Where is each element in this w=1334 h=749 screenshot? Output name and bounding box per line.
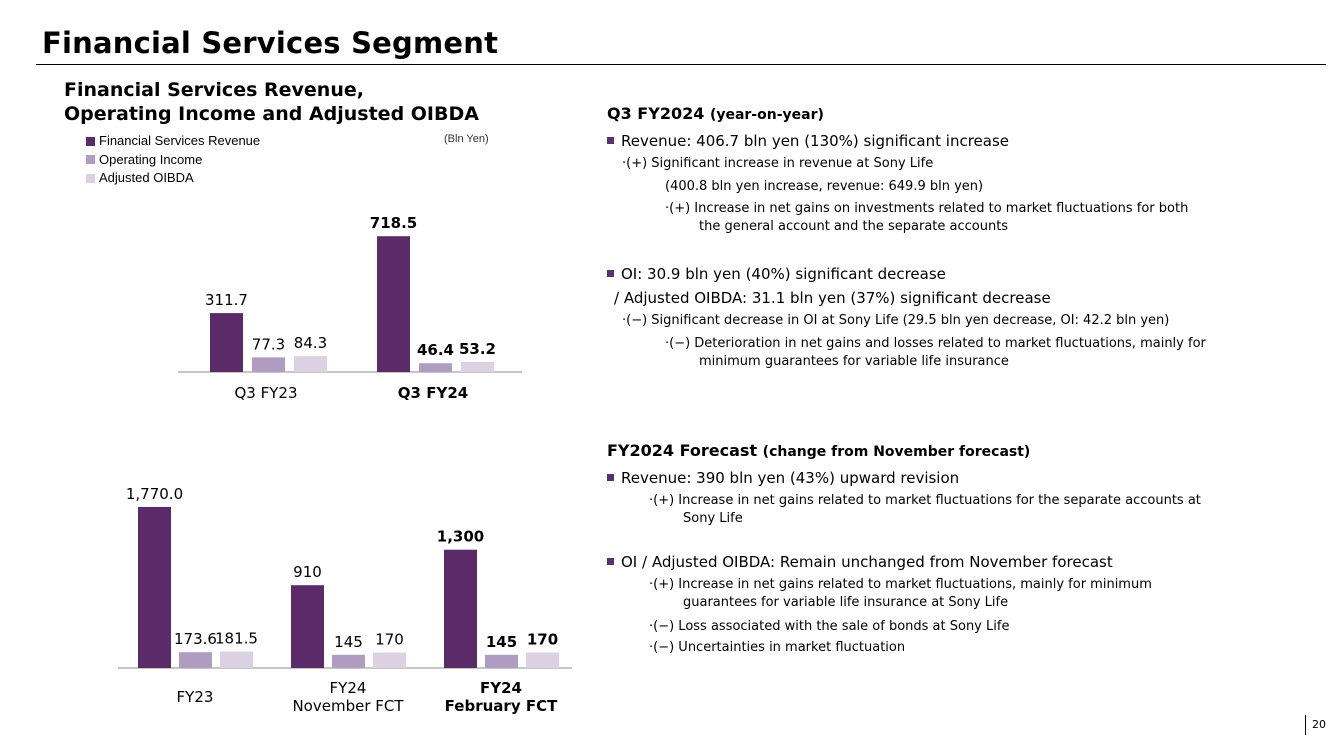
fy-oi-sub-1b: guarantees for variable life insurance a…: [683, 595, 1009, 610]
fy-revenue-text: Revenue: 390 bln yen (43%) upward revisi…: [621, 469, 960, 487]
title-divider: [36, 64, 1326, 65]
legend-item-oibda: Adjusted OIBDA: [86, 169, 260, 188]
legend-swatch-oibda: [86, 173, 95, 183]
data-label-oibda-fy-1: 170: [375, 631, 404, 649]
fy-title-text: FY2024 Forecast: [607, 441, 758, 460]
bar-oi-fy-2: [485, 654, 518, 668]
data-label-revenue-q3-1: 718.5: [370, 214, 417, 232]
legend-swatch-oi: [86, 155, 95, 165]
category-label-fy-1-0: FY24: [330, 679, 367, 697]
data-label-revenue-fy-0: 1,770.0: [126, 485, 183, 503]
q3-revenue-sub-3a: ·(+) Increase in net gains on investment…: [665, 201, 1189, 216]
fy-revenue-sub-1b: Sony Life: [683, 511, 743, 526]
legend-swatch-revenue: [86, 136, 95, 146]
data-label-oibda-q3-1: 53.2: [459, 340, 496, 358]
data-label-oi-fy-1: 145: [334, 633, 363, 651]
bullet-icon: [607, 270, 614, 277]
data-label-oi-q3-0: 77.3: [252, 335, 285, 353]
q3-oi-sub-2a: ·(−) Deterioration in net gains and loss…: [665, 336, 1206, 351]
bar-oibda-q3-0: [294, 356, 327, 372]
q3-oi-line: OI: 30.9 bln yen (40%) significant decre…: [607, 265, 946, 283]
legend-label-oibda: Adjusted OIBDA: [99, 170, 194, 185]
q3-revenue-sub-1: ·(+) Significant increase in revenue at …: [622, 156, 934, 171]
q3-oibda-line: / Adjusted OIBDA: 31.1 bln yen (37%) sig…: [614, 289, 1051, 307]
bar-oibda-fy-0: [220, 651, 253, 668]
bullet-icon: [607, 558, 614, 565]
bullet-icon: [607, 137, 614, 144]
bar-oibda-fy-2: [526, 652, 559, 668]
data-label-oibda-fy-0: 181.5: [215, 629, 258, 647]
q3-bar-chart: 311.7 77.3 84.3 Q3 FY23 718.5 46.4 53.2 Q3 FY24: [178, 214, 522, 402]
fy-revenue-line: Revenue: 390 bln yen (43%) upward revisi…: [607, 469, 959, 487]
bar-oi-q3-1: [419, 363, 452, 372]
fy-title-paren: (change from November forecast): [762, 444, 1031, 460]
q3-revenue-text: Revenue: 406.7 bln yen (130%) significan…: [621, 132, 1010, 150]
fy-oi-sub-3: ·(−) Uncertainties in market fluctuation: [649, 640, 906, 655]
data-label-oibda-fy-2: 170: [527, 631, 558, 649]
fy-oi-sub-1a: ·(+) Increase in net gains related to ma…: [649, 577, 1152, 592]
page-number: 20: [1305, 715, 1326, 735]
q3-oi-sub-2b: minimum guarantees for variable life ins…: [699, 354, 1009, 369]
q3-revenue-sub-3b: the general account and the separate acc…: [699, 219, 1009, 234]
q3-oi-sub-1: ·(−) Significant decrease in OI at Sony …: [622, 313, 1170, 328]
data-label-oibda-q3-0: 84.3: [294, 334, 327, 352]
chart-heading-line-1: Financial Services Revenue,: [64, 79, 364, 101]
bar-revenue-fy-0: [138, 506, 171, 668]
fy-oi-text: OI / Adjusted OIBDA: Remain unchanged fr…: [621, 553, 1113, 571]
category-label-fy-1-1: November FCT: [292, 697, 404, 715]
bar-revenue-q3-1: [377, 236, 410, 372]
category-label-fy-2-1: February FCT: [445, 697, 558, 715]
bar-oibda-fy-1: [373, 652, 406, 668]
slide-title: Financial Services Segment: [42, 26, 499, 60]
fy-oi-line: OI / Adjusted OIBDA: Remain unchanged fr…: [607, 553, 1113, 571]
data-label-oi-fy-2: 145: [486, 633, 517, 651]
data-label-revenue-fy-2: 1,300: [437, 528, 484, 546]
bar-oibda-q3-1: [461, 361, 494, 372]
q3-title-text: Q3 FY2024: [607, 104, 705, 123]
legend-item-oi: Operating Income: [86, 151, 260, 170]
bar-revenue-fy-2: [444, 549, 477, 668]
q3-oi-text: OI: 30.9 bln yen (40%) significant decre…: [621, 265, 946, 283]
fy-section-title: FY2024 Forecast (change from November fo…: [607, 441, 1030, 460]
data-label-revenue-fy-1: 910: [293, 563, 322, 581]
category-label-fy-0-0: FY23: [177, 688, 214, 706]
legend-label-revenue: Financial Services Revenue: [99, 133, 261, 148]
category-label-q3-1-0: Q3 FY24: [398, 384, 468, 402]
data-label-revenue-q3-0: 311.7: [205, 291, 248, 309]
q3-title-paren: (year-on-year): [709, 107, 824, 123]
legend-label-oi: Operating Income: [99, 151, 203, 167]
category-label-fy-2-0: FY24: [480, 679, 522, 697]
bar-revenue-q3-0: [210, 313, 243, 372]
fy-oi-sub-2: ·(−) Loss associated with the sale of bo…: [649, 619, 1010, 634]
bar-oi-fy-1: [332, 654, 365, 668]
q3-revenue-line: Revenue: 406.7 bln yen (130%) significan…: [607, 132, 1009, 150]
bar-oi-q3-0: [252, 357, 285, 372]
category-label-q3-0-0: Q3 FY23: [235, 384, 298, 402]
q3-revenue-sub-2: (400.8 bln yen increase, revenue: 649.9 …: [665, 179, 984, 194]
chart-heading: Financial Services Revenue, Operating In…: [64, 78, 479, 126]
legend-item-revenue: Financial Services Revenue: [86, 132, 260, 151]
data-label-oi-fy-0: 173.6: [174, 630, 217, 648]
chart-heading-line-2: Operating Income and Adjusted OIBDA: [64, 103, 479, 125]
q3-section-title: Q3 FY2024 (year-on-year): [607, 104, 824, 123]
data-label-oi-q3-1: 46.4: [417, 341, 454, 359]
bar-oi-fy-0: [179, 652, 212, 668]
chart-legend: Financial Services Revenue Operating Inc…: [86, 132, 260, 188]
fy-revenue-sub-1a: ·(+) Increase in net gains related to ma…: [649, 493, 1201, 508]
bar-revenue-fy-1: [291, 585, 324, 668]
bullet-icon: [607, 474, 614, 481]
unit-label: (Bln Yen): [444, 133, 489, 145]
